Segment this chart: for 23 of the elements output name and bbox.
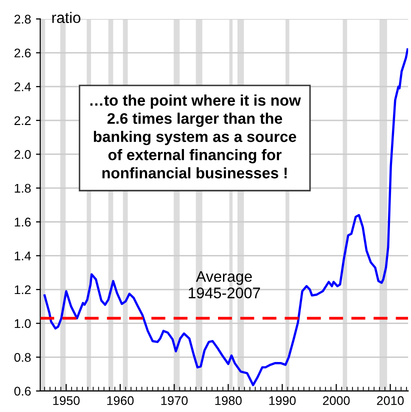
x-tick-label: 1980 [215,396,242,406]
y-axis-title: ratio [52,12,80,24]
x-tick-label: 1970 [161,396,188,406]
y-tick-label: 1.4 [14,252,31,260]
y-tick-label: 1.6 [14,218,31,227]
y-tick-label: 1.0 [14,319,31,328]
y-tick-label: 2.4 [14,82,31,92]
ref-line-label: Average 1945-2007 [188,271,260,298]
y-tick-label: 2.2 [14,116,31,125]
y-tick-label: 1.8 [14,184,31,193]
y-tick-label: 2.8 [14,14,31,24]
x-tick-label: 2000 [323,396,350,406]
x-tick-label: 1950 [53,396,80,406]
x-tick-label: 2010 [377,396,404,406]
line-series [43,48,408,386]
x-tick-label: 1990 [269,396,296,406]
y-tick-label: 1.2 [14,285,31,294]
y-tick-label: 0.6 [14,386,31,396]
y-tick-label: 2.6 [14,48,31,58]
annotation: …to the point where it is now 2.6 times larger than the banking system as a source of external financing for nonfinancial businesses ! [90,94,301,178]
y-tick-label: 0.8 [14,352,31,362]
x-tick-label: 1960 [107,396,134,406]
y-tick-label: 2.0 [14,150,31,159]
